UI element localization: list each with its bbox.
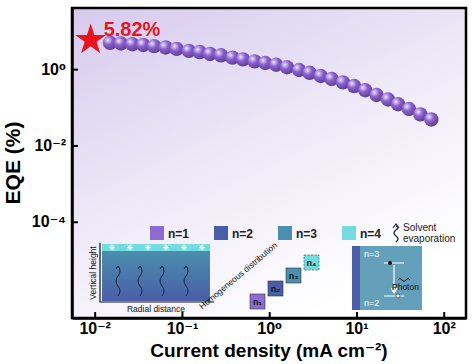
legend-swatch (342, 226, 356, 240)
y-tick-mark (72, 69, 78, 71)
x-tick-mark (94, 312, 96, 318)
data-point (280, 60, 294, 74)
schematic-axes (100, 243, 214, 302)
y-tick: 10⁻² (34, 137, 78, 154)
photon-label: Photon (392, 282, 419, 292)
phase-block (250, 294, 265, 309)
x-axis-title: Current density (mA cm⁻²) (150, 340, 387, 361)
solvent-label: Solventevaporation (403, 222, 455, 244)
inset-schematic: n=1 n=2 n=3 n=4 Solventevaporation Vertical h… (88, 222, 455, 314)
x-tick-label: 10¹ (345, 320, 368, 337)
y-axis-title: EQE (%) (1, 122, 24, 205)
x-tick-mark (269, 312, 271, 318)
x-tick-mark (356, 312, 358, 318)
phase-bottom-label: n=2 (364, 298, 379, 308)
crystal-seed (181, 245, 187, 251)
solvent-icon-head (393, 224, 399, 228)
phase-block (268, 281, 283, 296)
legend-swatch (278, 226, 292, 240)
radial-axis-label: Radial distance (127, 304, 185, 314)
legend-swatch (214, 226, 228, 240)
phase-block-label: n₃ (289, 271, 299, 281)
hole (396, 294, 400, 298)
x-tick-label: 10² (433, 320, 456, 337)
evaporation-arrow (116, 266, 120, 296)
crystal-seed (109, 245, 115, 251)
electron (388, 261, 392, 265)
y-tick: 10⁻⁴ (32, 213, 78, 230)
evaporation-arrow (160, 266, 164, 296)
phase-n3-block (360, 246, 422, 310)
solvent-label-line: Solvent (403, 222, 437, 233)
phase-top-label: n=3 (364, 249, 379, 259)
phase-block-label: n₄ (307, 258, 317, 268)
distribution-label: Homogeneous distribution (197, 240, 279, 311)
x-tick: 10² (433, 312, 456, 337)
phase-n2-bar (352, 246, 360, 310)
data-point (424, 112, 438, 126)
y-axis-line (71, 9, 74, 319)
y-tick-mark (72, 221, 78, 223)
vertical-axis-label: Vertical height (88, 246, 98, 300)
highlight-star (75, 24, 106, 54)
y-axis: 10⁻⁴ 10⁻² 10⁰ (32, 9, 78, 319)
crystal-seed (163, 245, 169, 251)
legend-label: n=2 (232, 227, 253, 241)
legend-swatch (150, 226, 164, 240)
x-tick: 10¹ (345, 312, 368, 337)
highlight-label: 5.82% (104, 18, 161, 40)
y-tick-label: 10⁻² (34, 137, 66, 154)
x-tick-label: 10⁻² (79, 320, 111, 337)
solvent-label-line: evaporation (403, 233, 455, 244)
data-point (169, 42, 183, 56)
crystal-seed (145, 245, 151, 251)
top-layer (102, 244, 210, 251)
legend-label: n=4 (360, 227, 381, 241)
crystal-seed (199, 245, 205, 251)
plot-frame (72, 8, 466, 318)
evaporation-arrow (184, 266, 188, 296)
chart-svg: 10⁻² 10⁻¹ 10⁰ 10¹ 10² 10⁻⁴ 10⁻² 10⁰ Current dens… (0, 0, 474, 364)
y-tick-label: 10⁰ (41, 61, 66, 78)
solvent-icon (394, 226, 398, 242)
phase-block-label: n₁ (253, 297, 262, 307)
phase-block (304, 255, 319, 270)
x-tick: 10⁻² (79, 312, 111, 337)
legend-label: n=1 (168, 227, 189, 241)
crystal-seed (127, 245, 133, 251)
x-tick: 10⁰ (257, 312, 282, 337)
x-tick: 10⁻¹ (167, 312, 199, 337)
plot-background (72, 8, 466, 318)
x-tick-label: 10⁰ (257, 320, 282, 337)
y-tick-label: 10⁻⁴ (32, 213, 66, 230)
phase-block (286, 268, 301, 283)
legend-label: n=3 (296, 227, 317, 241)
evaporation-arrow (138, 266, 142, 296)
x-axis: 10⁻² 10⁻¹ 10⁰ 10¹ 10² (73, 312, 467, 337)
x-tick-mark (443, 312, 445, 318)
y-tick: 10⁰ (41, 61, 78, 78)
chart-root: 10⁻² 10⁻¹ 10⁰ 10¹ 10² 10⁻⁴ 10⁻² 10⁰ Current dens… (0, 0, 474, 364)
y-tick-mark (72, 145, 78, 147)
film-body (102, 251, 210, 301)
x-tick-label: 10⁻¹ (167, 320, 199, 337)
phase-block-label: n₂ (271, 284, 281, 294)
